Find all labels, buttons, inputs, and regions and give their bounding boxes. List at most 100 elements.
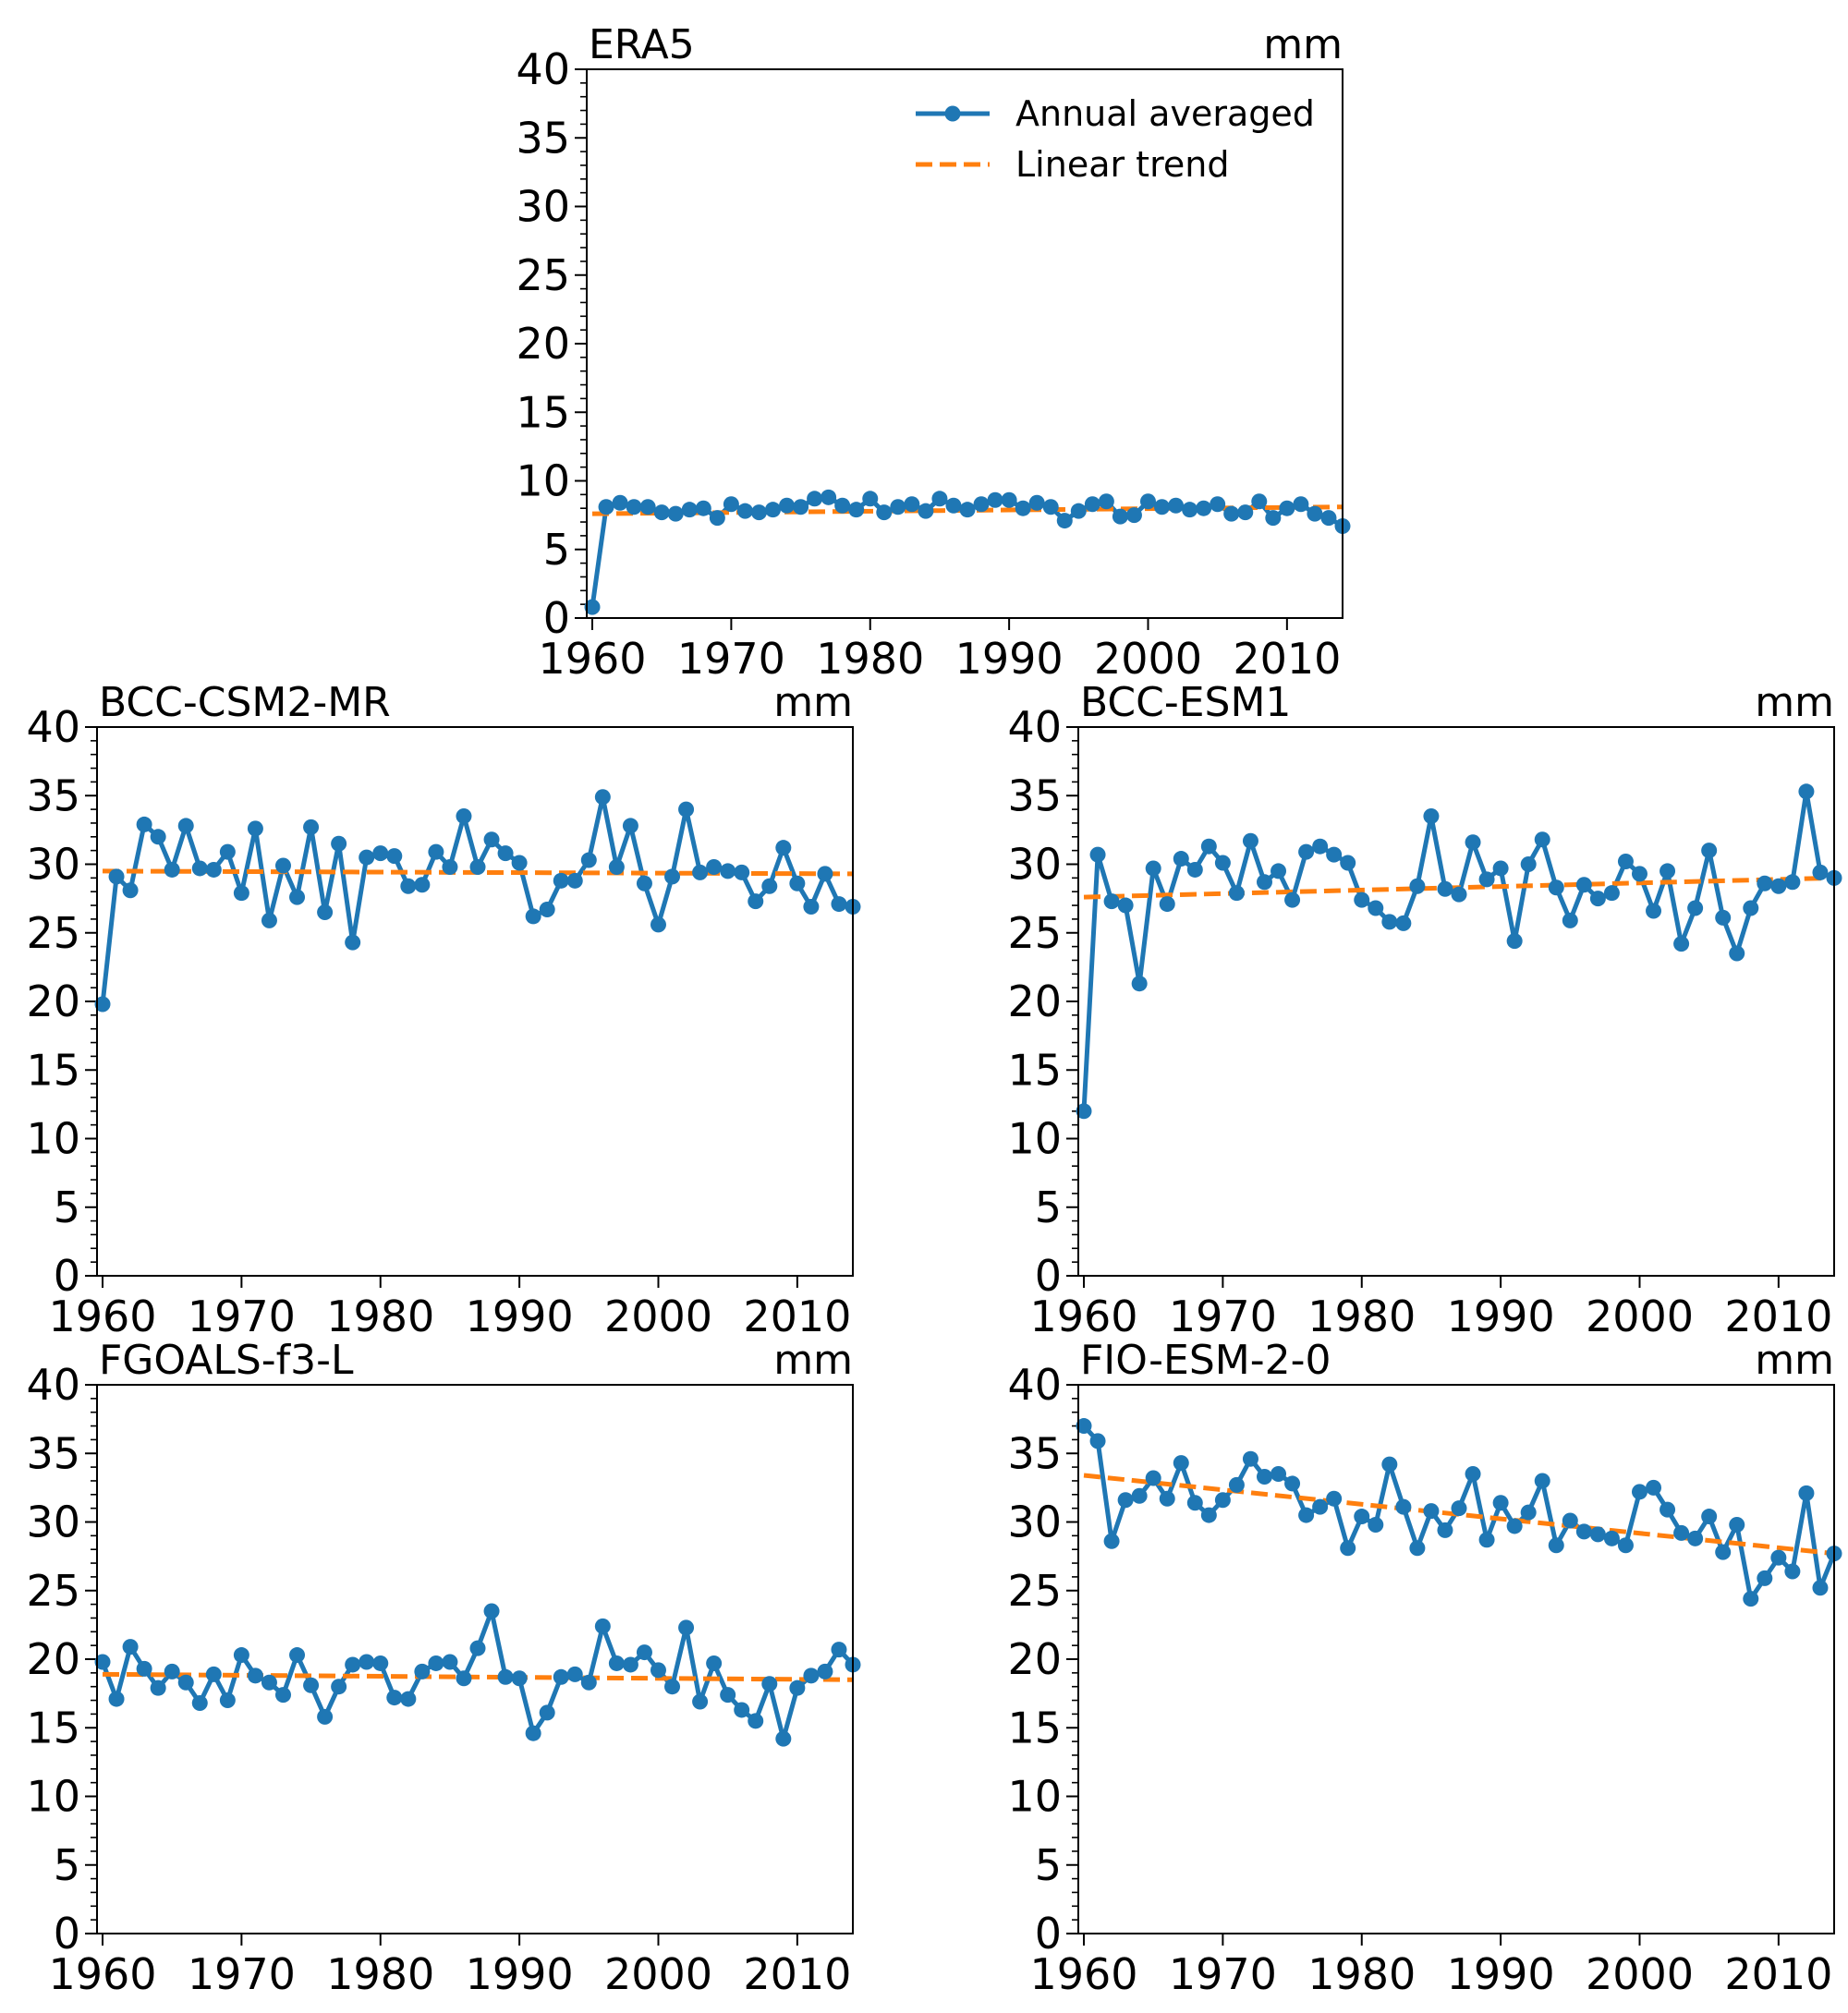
data-point — [1076, 1103, 1092, 1120]
data-point — [1298, 843, 1315, 860]
data-point — [1660, 1501, 1676, 1518]
data-point — [122, 882, 139, 899]
y-tick-label: 25 — [26, 908, 80, 958]
x-tick-label: 2000 — [604, 1291, 712, 1341]
data-point — [594, 1618, 611, 1634]
data-point — [525, 1725, 541, 1741]
y-tick-label: 40 — [26, 1360, 80, 1410]
data-point — [1312, 1498, 1329, 1515]
data-point — [636, 1644, 652, 1661]
data-point — [1089, 1433, 1106, 1449]
data-point — [1242, 1450, 1258, 1467]
data-point — [1743, 900, 1759, 916]
panel-unit: mm — [773, 679, 853, 726]
annual-averaged-line — [100, 794, 854, 1005]
data-point — [372, 845, 389, 862]
data-point — [1340, 855, 1356, 871]
data-point — [1312, 838, 1329, 855]
data-point — [1770, 878, 1787, 894]
data-point — [469, 1640, 486, 1656]
x-tick-label: 2000 — [1094, 634, 1202, 684]
data-point — [1575, 877, 1592, 893]
data-point — [1210, 496, 1226, 513]
data-point — [511, 1670, 528, 1687]
data-point — [918, 503, 934, 519]
data-point — [612, 494, 628, 511]
data-point — [664, 1679, 681, 1695]
data-point — [219, 1692, 236, 1709]
data-point — [1223, 505, 1240, 522]
data-point — [1603, 1530, 1620, 1546]
data-point — [1154, 499, 1171, 515]
data-point — [345, 1656, 361, 1673]
data-point — [803, 899, 820, 916]
data-point — [1381, 1456, 1398, 1473]
data-point — [817, 1663, 833, 1680]
data-point — [1159, 896, 1175, 913]
data-point — [1320, 510, 1337, 527]
data-point — [289, 889, 306, 905]
y-tick-label: 10 — [516, 456, 570, 506]
y-tick-label: 40 — [26, 702, 80, 752]
data-point — [987, 491, 1003, 508]
x-tick-label: 1990 — [1447, 1949, 1555, 1999]
panel-title: BCC-ESM1 — [1080, 679, 1291, 726]
data-point — [566, 872, 583, 889]
y-tick-label: 0 — [54, 1909, 80, 1958]
data-point — [706, 858, 723, 875]
x-tick-label: 1970 — [188, 1291, 296, 1341]
data-point — [1354, 1509, 1370, 1525]
data-point — [1715, 909, 1732, 926]
data-point — [1770, 1549, 1787, 1566]
data-point — [1548, 879, 1564, 896]
data-point — [1646, 903, 1662, 919]
data-point — [904, 496, 920, 513]
data-point — [247, 820, 263, 837]
data-point — [442, 858, 458, 875]
data-point — [1117, 1492, 1134, 1509]
data-point — [1237, 504, 1254, 521]
data-point — [664, 868, 681, 885]
data-point — [761, 878, 778, 894]
data-point — [1646, 1479, 1662, 1496]
data-point — [653, 504, 670, 521]
data-point — [862, 491, 879, 507]
data-point — [1575, 1523, 1592, 1540]
data-point — [1284, 1475, 1301, 1492]
data-point — [931, 491, 948, 507]
data-point — [1743, 1591, 1759, 1607]
y-tick-label: 25 — [26, 1566, 80, 1616]
x-tick-label: 1980 — [1307, 1949, 1416, 1999]
data-point — [164, 1663, 180, 1680]
x-tick-label: 1960 — [48, 1291, 156, 1341]
y-tick-label: 10 — [1007, 1772, 1062, 1822]
data-point — [1228, 1476, 1245, 1493]
data-point — [973, 496, 990, 513]
data-point — [720, 1687, 736, 1704]
y-tick-label: 30 — [1007, 1498, 1062, 1547]
panel-4: 0 5 10 15 20 25 30 35 40 1960 1970 1980 1990 2000 2010… — [1007, 1337, 1842, 1999]
data-point — [359, 849, 375, 866]
data-point — [1798, 1485, 1815, 1501]
y-tick-label: 5 — [1035, 1182, 1062, 1232]
y-tick-label: 5 — [1035, 1840, 1062, 1890]
y-tick-label: 25 — [516, 250, 570, 300]
y-tick-label: 35 — [1007, 770, 1062, 820]
data-point — [692, 864, 709, 880]
y-tick-label: 30 — [26, 840, 80, 890]
data-point — [1256, 874, 1272, 891]
x-tick-label: 1970 — [677, 634, 785, 684]
y-tick-label: 15 — [516, 387, 570, 437]
data-point — [1293, 496, 1309, 513]
data-point — [1812, 1580, 1829, 1596]
data-point — [94, 1654, 111, 1670]
data-point — [1200, 1507, 1217, 1523]
data-point — [734, 864, 750, 880]
panel-3: 0 5 10 15 20 25 30 35 40 1960 1970 1980 1990 2000 2010… — [26, 1337, 861, 1999]
y-tick-label: 30 — [1007, 840, 1062, 890]
data-point — [1451, 886, 1467, 903]
data-point — [1478, 871, 1495, 888]
data-point — [681, 502, 698, 518]
data-point — [608, 858, 625, 875]
x-tick-label: 2010 — [1233, 634, 1341, 684]
